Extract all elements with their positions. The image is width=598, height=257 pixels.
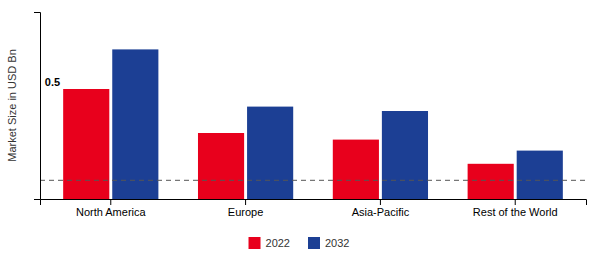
tick: Europe (228, 199, 263, 218)
bar (247, 107, 293, 199)
bar-series (112, 49, 563, 199)
bar (112, 49, 158, 199)
x-axis: North America Europe Asia-Pacific Rest of t… (41, 199, 587, 218)
chart: North America Europe Asia-Pacific Rest of t… (0, 0, 598, 257)
legend-item: 2022 (249, 237, 290, 249)
tick-label: Asia-Pacific (352, 206, 410, 218)
axis-domain (34, 13, 41, 200)
tick-label: Rest of the World (473, 206, 558, 218)
tick-label: Europe (228, 206, 263, 218)
tick: Asia-Pacific (352, 199, 410, 218)
bar (63, 89, 109, 199)
legend-label: 2032 (325, 237, 349, 249)
legend-swatch (308, 237, 320, 249)
y-axis-title: Market Size in USD Bn (6, 49, 18, 161)
bar (517, 151, 563, 199)
bar (468, 164, 514, 199)
y-axis (34, 13, 41, 200)
tick: North America (76, 199, 147, 218)
reference-line (40, 180, 586, 181)
axis-domain (41, 200, 587, 206)
tick-mark (245, 199, 246, 205)
bar (333, 140, 379, 199)
legend-item: 2032 (308, 237, 349, 249)
bars (40, 49, 586, 199)
tick-mark (515, 199, 516, 205)
legend-label: 2022 (266, 237, 290, 249)
legend: 2022 2032 (249, 237, 350, 249)
tick-mark (380, 199, 381, 205)
plot-area: North America Europe Asia-Pacific Rest of t… (34, 13, 587, 218)
bar (382, 111, 428, 199)
bar (198, 133, 244, 199)
tick-mark (110, 199, 111, 205)
tick: Rest of the World (473, 199, 558, 218)
tick-label: North America (76, 206, 147, 218)
legend-swatch (249, 237, 261, 249)
annotation: 0.5 (45, 76, 60, 88)
